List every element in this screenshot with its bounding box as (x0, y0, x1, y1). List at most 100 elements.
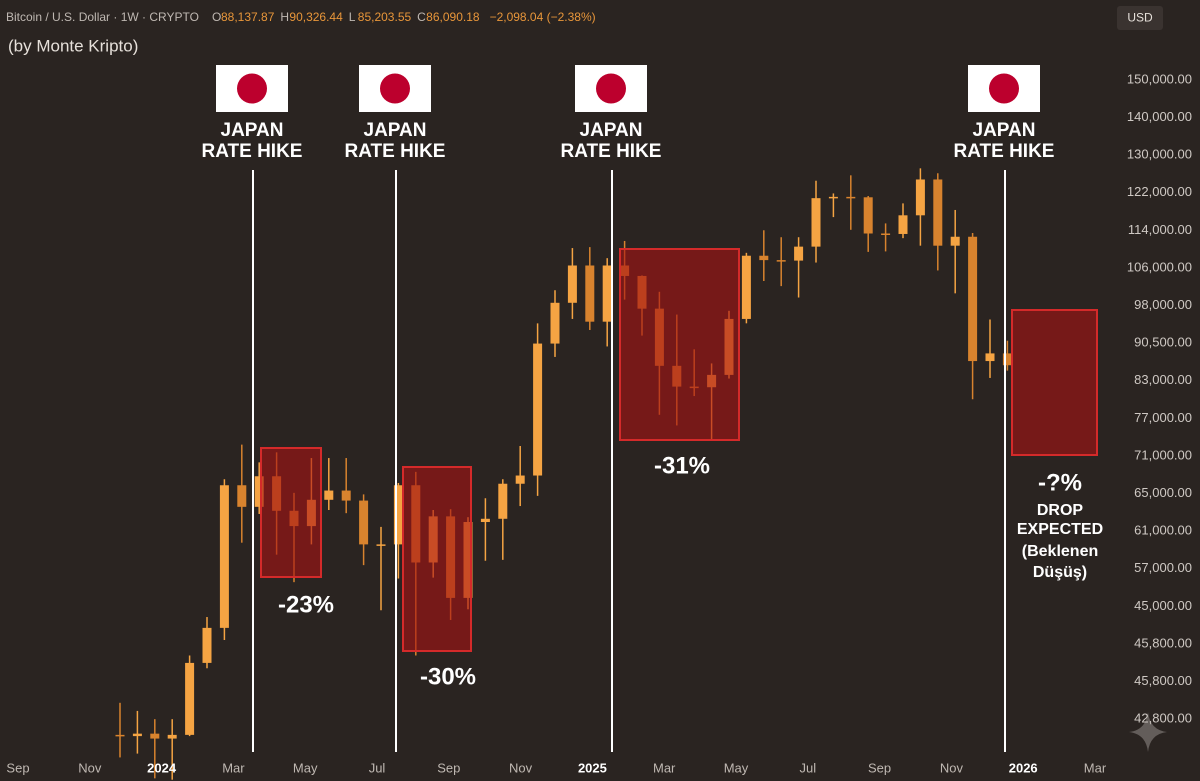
y-tick-label: 150,000.00 (1127, 71, 1192, 86)
y-tick-label: 71,000.00 (1134, 447, 1192, 462)
candle-body (219, 485, 229, 628)
candle-body (480, 518, 490, 523)
x-tick-label: 2024 (147, 760, 177, 775)
symbol: Bitcoin / U.S. Dollar · 1W · CRYPTO (6, 10, 199, 24)
japan-flag (216, 65, 288, 112)
candle-body (376, 544, 386, 546)
candle-body (950, 236, 960, 246)
ohlc-key: C (417, 10, 426, 24)
y-tick-label: 77,000.00 (1134, 410, 1192, 425)
y-tick-label: 106,000.00 (1127, 259, 1192, 274)
candle-body (898, 215, 908, 234)
drop-box (402, 466, 472, 652)
candle-body (828, 196, 838, 199)
y-tick-label: 42,800.00 (1134, 711, 1192, 726)
candle-body (794, 246, 804, 261)
y-tick-label: 114,000.00 (1128, 222, 1192, 237)
x-tick-label: Nov (509, 760, 533, 775)
ohlc: O 88,137.87 H 90,326.44 L 85,203.55 C 86,090.18… (212, 10, 596, 24)
x-tick-label: 2026 (1009, 760, 1038, 775)
x-tick-label: May (724, 760, 749, 775)
event-label: RATE HIKE (345, 141, 446, 162)
subtitle: (by Monte Kripto) (8, 36, 138, 55)
y-tick-label: 65,000.00 (1134, 485, 1192, 500)
candle-body (393, 485, 403, 545)
drop-box (1011, 309, 1098, 456)
japan-flag (968, 65, 1040, 112)
y-tick-label: 57,000.00 (1134, 560, 1192, 575)
ohlc-key: H (280, 10, 289, 24)
drop-label: -?% (1038, 469, 1082, 496)
candle-body (324, 490, 334, 500)
y-tick-label: 45,800.00 (1134, 673, 1192, 688)
candle-body (202, 627, 212, 663)
event-label: JAPAN (973, 120, 1036, 141)
candle-body (132, 733, 142, 737)
currency: USD (1127, 11, 1153, 25)
x-tick-label: Mar (653, 760, 676, 775)
ohlc-value: 90,326.44 (289, 10, 343, 24)
x-tick-label: Sep (437, 760, 460, 775)
y-tick-label: 98,000.00 (1134, 297, 1192, 312)
candle-body (550, 302, 560, 344)
candle-body (533, 343, 543, 476)
candle-body (915, 179, 925, 216)
candle-body (341, 490, 351, 501)
event-label: JAPAN (221, 120, 284, 141)
y-tick-label: 45,000.00 (1134, 598, 1192, 613)
candle-body (167, 734, 177, 739)
candle-body (602, 265, 612, 322)
candle-body (776, 260, 786, 262)
x-tick-label: Sep (6, 760, 29, 775)
candle-body (863, 197, 873, 234)
drop-note: (Beklenen (1022, 543, 1098, 560)
drop-label: -31% (654, 452, 710, 479)
currency-badge (1117, 6, 1163, 30)
candle-body (237, 485, 247, 507)
drop-box (260, 447, 322, 578)
x-tick-label: 2025 (578, 760, 607, 775)
candle-body (759, 255, 769, 261)
y-tick-label: 61,000.00 (1134, 523, 1192, 538)
candle-body (498, 483, 508, 519)
candle-body (881, 233, 891, 236)
candle-body (185, 662, 195, 735)
drop-note: EXPECTED (1017, 521, 1103, 538)
candle-body (585, 265, 595, 322)
event-label: RATE HIKE (954, 141, 1055, 162)
x-tick-label: Mar (222, 760, 245, 775)
drop-label: -23% (278, 591, 334, 618)
drop-box (619, 248, 740, 441)
x-tick-label: Nov (78, 760, 102, 775)
candle-body (968, 236, 978, 362)
japan-flag (359, 65, 431, 112)
drop-note: Düşüş) (1033, 564, 1087, 581)
x-tick-label: Nov (940, 760, 964, 775)
event-label: JAPAN (364, 120, 427, 141)
candle-body (254, 476, 264, 507)
candle-body (567, 265, 577, 303)
drop-note: DROP (1037, 502, 1084, 519)
ohlc-key: O (212, 10, 221, 24)
candle-body (933, 179, 943, 246)
candle-body (515, 475, 525, 484)
y-tick-label: 45,800.00 (1134, 635, 1192, 650)
y-tick-label: 130,000.00 (1127, 147, 1192, 162)
ohlc-value: 85,203.55 (358, 10, 412, 24)
candle-body (811, 198, 821, 247)
event-label: RATE HIKE (202, 141, 303, 162)
candle-body (985, 353, 995, 362)
y-tick-label: 140,000.00 (1127, 109, 1192, 124)
candle-body (741, 255, 751, 319)
ohlc-value: −2,098.04 (−2.38%) (490, 10, 596, 24)
event-label: RATE HIKE (561, 141, 662, 162)
drop-label: -30% (420, 663, 476, 690)
candle-body (150, 733, 160, 739)
y-tick-label: 90,500.00 (1134, 335, 1192, 350)
ohlc-key: L (349, 10, 356, 24)
ohlc-value: 88,137.87 (221, 10, 275, 24)
candle-body (115, 734, 125, 737)
x-tick-label: Jul (369, 760, 386, 775)
